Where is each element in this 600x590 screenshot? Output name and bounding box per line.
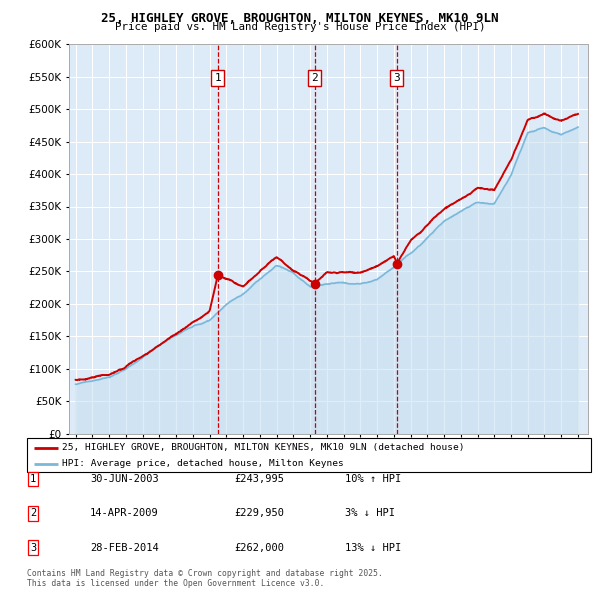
Text: 14-APR-2009: 14-APR-2009 (90, 509, 159, 518)
Text: 28-FEB-2014: 28-FEB-2014 (90, 543, 159, 552)
Text: 3% ↓ HPI: 3% ↓ HPI (345, 509, 395, 518)
Text: 13% ↓ HPI: 13% ↓ HPI (345, 543, 401, 552)
Text: 1: 1 (30, 474, 36, 484)
Text: HPI: Average price, detached house, Milton Keynes: HPI: Average price, detached house, Milt… (62, 460, 344, 468)
Text: £243,995: £243,995 (234, 474, 284, 484)
Text: Contains HM Land Registry data © Crown copyright and database right 2025.
This d: Contains HM Land Registry data © Crown c… (27, 569, 383, 588)
Text: £262,000: £262,000 (234, 543, 284, 552)
Text: 10% ↑ HPI: 10% ↑ HPI (345, 474, 401, 484)
Text: 3: 3 (30, 543, 36, 552)
Text: 2: 2 (311, 73, 318, 83)
Text: £229,950: £229,950 (234, 509, 284, 518)
Text: 30-JUN-2003: 30-JUN-2003 (90, 474, 159, 484)
Text: 3: 3 (393, 73, 400, 83)
FancyBboxPatch shape (27, 438, 591, 472)
Text: 25, HIGHLEY GROVE, BROUGHTON, MILTON KEYNES, MK10 9LN: 25, HIGHLEY GROVE, BROUGHTON, MILTON KEY… (101, 12, 499, 25)
Text: Price paid vs. HM Land Registry's House Price Index (HPI): Price paid vs. HM Land Registry's House … (115, 22, 485, 32)
Text: 1: 1 (215, 73, 221, 83)
Text: 2: 2 (30, 509, 36, 518)
Text: 25, HIGHLEY GROVE, BROUGHTON, MILTON KEYNES, MK10 9LN (detached house): 25, HIGHLEY GROVE, BROUGHTON, MILTON KEY… (62, 443, 464, 453)
